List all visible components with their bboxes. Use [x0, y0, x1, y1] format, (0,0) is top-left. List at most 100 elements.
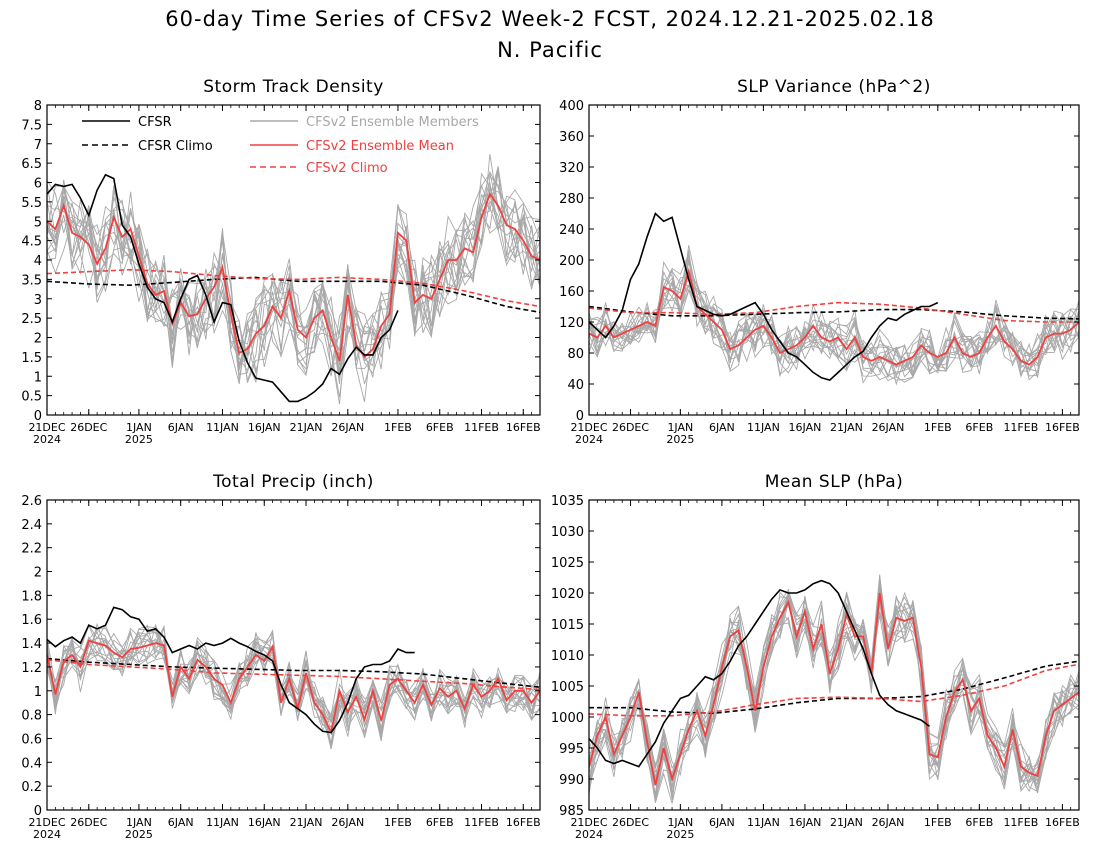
y-tick-label: 8: [34, 99, 42, 114]
ensemble-member-line: [589, 270, 1079, 384]
x-year-label: 2025: [125, 433, 153, 446]
series-line-cfsv2-climo: [47, 268, 540, 308]
y-tick-label: 2: [34, 566, 42, 581]
x-tick-label: 21DEC: [28, 421, 65, 434]
x-year-label: 2024: [575, 828, 603, 841]
y-tick-label: 1025: [551, 556, 584, 571]
y-tick-label: 160: [559, 285, 584, 300]
x-year-label: 2025: [125, 828, 153, 841]
y-tick-label: 2.5: [21, 312, 42, 327]
y-tick-label: 6.5: [21, 157, 42, 172]
series-line-cfsv2-ensemble-mean: [47, 192, 540, 362]
ensemble-member-line: [47, 623, 540, 744]
x-tick-label: 26JAN: [872, 816, 905, 829]
ensemble-member-line: [589, 270, 1079, 386]
series-line-cfsr: [47, 606, 415, 734]
x-tick-label: 11JAN: [206, 816, 239, 829]
x-tick-label: 21DEC: [570, 421, 607, 434]
x-tick-label: 11JAN: [747, 816, 780, 829]
x-year-label: 2025: [666, 433, 694, 446]
x-tick-label: 26JAN: [872, 421, 905, 434]
y-tick-label: 1010: [551, 649, 584, 664]
x-tick-label: 6JAN: [168, 816, 194, 829]
y-tick-label: 1020: [551, 587, 584, 602]
ensemble-member-line: [47, 154, 540, 366]
y-tick-label: 1.8: [21, 589, 42, 604]
y-tick-label: 0.2: [21, 780, 42, 795]
x-tick-label: 16FEB: [1045, 816, 1080, 829]
x-year-label: 2025: [666, 828, 694, 841]
x-tick-label: 6FEB: [965, 816, 993, 829]
x-year-label: 2024: [575, 433, 603, 446]
ensemble-member-line: [47, 182, 540, 356]
x-tick-label: 1JAN: [126, 816, 152, 829]
x-tick-label: 26DEC: [70, 816, 107, 829]
x-tick-label: 21JAN: [830, 816, 863, 829]
x-tick-label: 6FEB: [426, 421, 454, 434]
x-tick-label: 21JAN: [290, 421, 323, 434]
y-tick-label: 1: [34, 685, 42, 700]
panel-total-precip: Total Precip (inch) 0 0.2 0.4 0.6 0.8 1 1.2 1.4 1…: [21, 472, 540, 841]
x-tick-label: 26DEC: [612, 421, 649, 434]
plot-area: [47, 154, 540, 405]
x-tick-label: 11JAN: [206, 421, 239, 434]
series-line-cfsr: [589, 579, 930, 768]
panel-title: Storm Track Density: [203, 77, 384, 97]
series-line-cfsv2-ensemble-mean: [47, 639, 540, 736]
series-line-cfsv2-climo: [589, 663, 1079, 717]
y-tick-label: 1.4: [21, 637, 42, 652]
y-tick-label: 120: [559, 316, 584, 331]
y-tick-label: 400: [559, 99, 584, 114]
x-tick-label: 11JAN: [747, 421, 780, 434]
y-tick-label: 1: [34, 370, 42, 385]
y-tick-label: 1015: [551, 618, 584, 633]
y-tick-label: 0.6: [21, 732, 42, 747]
y-tick-label: 1035: [551, 494, 584, 509]
x-year-label: 2024: [33, 828, 61, 841]
y-tick-label: 4.5: [21, 235, 42, 250]
legend-label-cfsr-climo: CFSR Climo: [138, 139, 213, 154]
x-tick-label: 16FEB: [506, 421, 541, 434]
ensemble-member-line: [589, 587, 1079, 793]
legend-label-members: CFSv2 Ensemble Members: [306, 115, 479, 130]
y-tick-label: 0: [34, 409, 42, 424]
series-line-cfsv2-ensemble-mean: [589, 268, 1079, 366]
y-tick-label: 7: [34, 138, 42, 153]
y-tick-label: 5.5: [21, 196, 42, 211]
figure-title: 60-day Time Series of CFSv2 Week-2 FCST,…: [165, 7, 934, 31]
y-tick-label: 0.4: [21, 756, 42, 771]
series-line-cfsr-climo: [589, 305, 1079, 320]
x-tick-label: 1JAN: [667, 816, 693, 829]
x-tick-label: 1JAN: [126, 421, 152, 434]
x-tick-label: 16JAN: [248, 816, 281, 829]
series-line-cfsr: [47, 173, 399, 403]
panel-title: Total Precip (inch): [212, 472, 374, 492]
x-tick-label: 1FEB: [924, 816, 952, 829]
plot-area: [47, 606, 540, 750]
legend-label-mean: CFSv2 Ensemble Mean: [306, 139, 454, 154]
ensemble-member-line: [47, 172, 540, 398]
x-tick-label: 16FEB: [1045, 421, 1080, 434]
y-tick-label: 0: [34, 804, 42, 819]
y-tick-label: 0.8: [21, 709, 42, 724]
x-year-label: 2024: [33, 433, 61, 446]
series-line-cfsv2-climo: [589, 301, 1079, 323]
plot-area: [589, 212, 1079, 386]
y-tick-label: 200: [559, 254, 584, 269]
x-tick-label: 21DEC: [570, 816, 607, 829]
y-tick-label: 0: [576, 409, 584, 424]
y-tick-label: 320: [559, 161, 584, 176]
x-tick-label: 1FEB: [384, 816, 412, 829]
y-tick-label: 1000: [551, 711, 584, 726]
ensemble-member-line: [589, 277, 1079, 372]
x-tick-label: 26DEC: [612, 816, 649, 829]
y-tick-label: 0.5: [21, 390, 42, 405]
ensemble-member-line: [47, 171, 540, 373]
y-tick-label: 80: [567, 347, 584, 362]
ensemble-member-line: [47, 172, 540, 381]
x-tick-label: 1JAN: [667, 421, 693, 434]
plot-frame: [588, 104, 1080, 416]
x-tick-label: 16JAN: [248, 421, 281, 434]
legend-label-cfsr: CFSR: [138, 115, 172, 130]
series-line-cfsr: [589, 212, 939, 381]
